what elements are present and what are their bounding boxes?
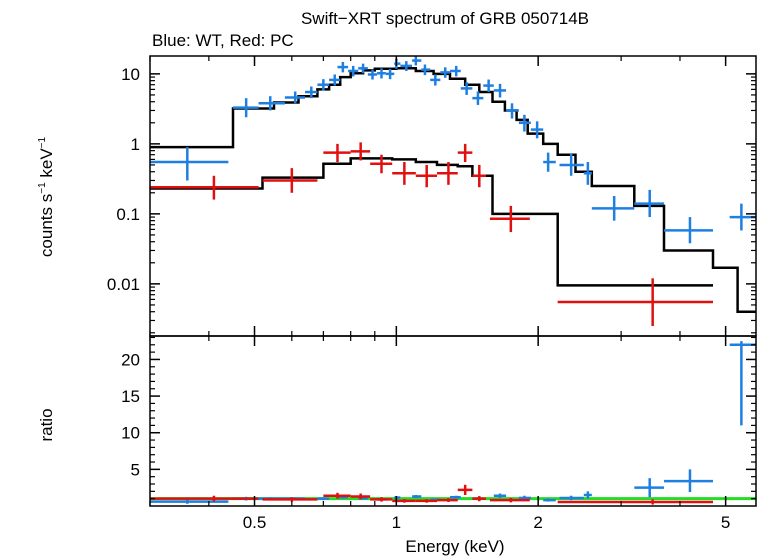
- ratio-tick-label: 10: [121, 424, 140, 443]
- ratio-wt-point: [317, 497, 330, 501]
- y-tick-label: 0.01: [107, 275, 140, 294]
- ratio-pc-point: [489, 497, 530, 503]
- spectrum-wt-point: [400, 61, 413, 71]
- spectrum-frame: [149, 55, 757, 337]
- y-label-counts: counts s: [37, 194, 56, 257]
- spectrum-wt-point: [258, 96, 285, 111]
- ratio-wt-point: [559, 495, 584, 501]
- chart-subtitle: Blue: WT, Red: PC: [152, 31, 294, 50]
- ratio-wt-point: [493, 493, 507, 498]
- y-label-kev: keV: [37, 148, 56, 183]
- spectrum-wt-point: [664, 217, 713, 244]
- spectrum-pc-point: [262, 168, 318, 193]
- ratio-pc-point: [350, 493, 371, 500]
- spectrum-wt-point: [591, 196, 635, 221]
- x-tick-label: 2: [533, 513, 542, 532]
- spectrum-wt-point: [412, 56, 422, 66]
- x-tick-label: 5: [721, 513, 730, 532]
- spectrum-wt-point: [317, 79, 330, 91]
- spectrum-pc-point: [350, 142, 371, 161]
- spectrum-wt-point: [472, 91, 484, 105]
- spectrum-pc-point: [557, 278, 713, 327]
- ratio-wt-point: [412, 495, 422, 498]
- x-tick-label: 1: [392, 513, 401, 532]
- ratio-pc-point: [457, 484, 473, 496]
- model-line-0: [150, 67, 756, 313]
- ratio-pc-point: [370, 497, 393, 502]
- ratio-wt-point: [664, 469, 713, 493]
- y-label-exp1: −1: [37, 182, 48, 194]
- spectrum-wt-point: [460, 82, 473, 95]
- spectrum-wt-point: [348, 65, 359, 77]
- y-axis-label-main: counts s−1 keV−1: [37, 136, 56, 257]
- spectrum-wt-point: [421, 64, 431, 76]
- x-axis-label: Energy (keV): [405, 537, 504, 556]
- spectrum-wt-point: [358, 63, 368, 74]
- spectrum-wt-point: [543, 152, 556, 172]
- spectrum-pc-point: [392, 162, 416, 185]
- spectrum-pc-point: [489, 205, 530, 233]
- ratio-pc-point: [323, 492, 351, 499]
- spectrum-wt-point: [150, 147, 229, 181]
- chart-title: Swift−XRT spectrum of GRB 050714B: [301, 9, 589, 28]
- spectrum-wt-point: [430, 74, 441, 86]
- spectrum-pc-point: [370, 154, 393, 174]
- model-line-1: [150, 157, 713, 287]
- spectrum-pc-point: [150, 175, 259, 200]
- ratio-wt-point: [634, 478, 665, 498]
- y-tick-label: 10: [121, 65, 140, 84]
- spectrum-pc-point: [323, 143, 351, 163]
- spectrum-wt-point: [284, 91, 306, 104]
- y-label-exp2: −1: [37, 136, 48, 148]
- spectrum-wt-point: [634, 189, 665, 218]
- ratio-pc-point: [472, 496, 487, 502]
- spectrum-wt-point: [367, 69, 378, 80]
- spectrum-wt-point: [483, 79, 494, 93]
- spectrum-pc-point: [437, 162, 458, 185]
- spectrum-pc-point: [472, 164, 487, 188]
- ratio-wt-point: [543, 498, 556, 502]
- y-tick-label: 1: [131, 135, 140, 154]
- ratio-pc-point: [150, 495, 259, 502]
- spectrum-wt-point: [329, 74, 341, 86]
- ratio-wt-point: [150, 499, 229, 504]
- spectrum-wt-point: [583, 162, 592, 185]
- x-tick-label: 0.5: [243, 513, 267, 532]
- ratio-frame: [149, 335, 757, 507]
- ratio-pc-point: [557, 499, 713, 505]
- ratio-tick-label: 20: [121, 350, 140, 369]
- spectrum-pc-point: [457, 143, 473, 163]
- spectrum-wt-point: [385, 68, 395, 80]
- spectrum-wt-point: [305, 86, 318, 99]
- spectrum-wt-point: [450, 65, 461, 77]
- spectrum-wt-point: [506, 103, 519, 119]
- spectrum-wt-point: [530, 121, 544, 139]
- data-layer: [150, 56, 756, 505]
- spectrum-wt-point: [377, 68, 386, 79]
- ratio-wt-point: [729, 341, 756, 426]
- spectrum-wt-point: [337, 61, 349, 73]
- ratio-tick-label: 15: [121, 387, 140, 406]
- spectrum-wt-point: [232, 98, 259, 118]
- ratio-wt-point: [583, 491, 592, 499]
- ratio-wt-point: [450, 495, 461, 499]
- axes-layer: 0.5 1 2 5 10 1 0.1 0.01 5 10 15 20: [107, 55, 757, 532]
- ratio-pc-point: [415, 499, 438, 503]
- ratio-tick-label: 5: [131, 460, 140, 479]
- spectrum-wt-point: [440, 67, 451, 78]
- ratio-pc-point: [262, 497, 318, 502]
- spectrum-wt-point: [518, 114, 531, 132]
- spectrum-wt-point: [559, 153, 584, 176]
- spectrum-wt-point: [493, 83, 507, 98]
- ratio-axis-label: ratio: [37, 408, 56, 441]
- y-tick-label: 0.1: [116, 205, 140, 224]
- ratio-wt-point: [394, 496, 401, 500]
- spectrum-pc-point: [415, 164, 438, 188]
- ratio-pc-point: [437, 498, 458, 502]
